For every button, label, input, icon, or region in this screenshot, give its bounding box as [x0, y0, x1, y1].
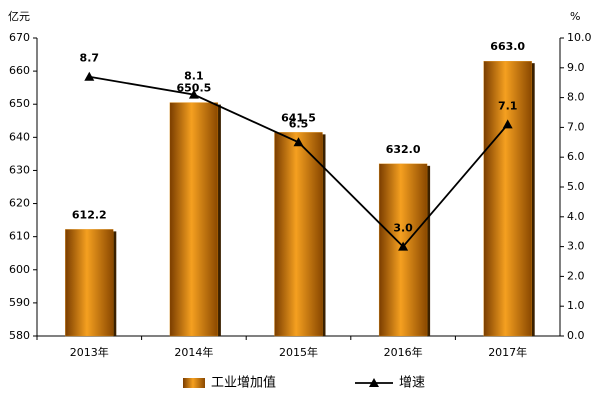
y-tick-label: 600 — [9, 263, 30, 276]
y-tick-label: 640 — [9, 130, 30, 143]
bar — [65, 229, 114, 337]
line-marker — [188, 89, 199, 99]
y-tick-label: 620 — [9, 197, 30, 210]
y-axis-label: 亿元 — [8, 10, 30, 23]
y-tick-label: 610 — [9, 230, 30, 243]
y-tick-label: 660 — [9, 64, 30, 77]
line-marker — [398, 241, 409, 251]
y-tick-label: 670 — [9, 31, 30, 44]
y-tick-label: 650 — [9, 97, 30, 110]
bar-value-label: 663.0 — [490, 40, 525, 53]
y-tick-label: 580 — [9, 329, 30, 342]
bar — [169, 102, 219, 337]
line-value-label: 6.5 — [289, 117, 309, 130]
legend-label: 工业增加值 — [211, 375, 276, 391]
bar — [274, 132, 323, 337]
legend-swatch — [183, 378, 205, 388]
y-tick-label: 630 — [9, 163, 30, 176]
y2-tick-label: 6.0 — [567, 150, 585, 163]
line-value-label: 8.7 — [80, 52, 100, 65]
bar-value-label: 612.2 — [72, 208, 107, 221]
line-marker — [502, 119, 513, 129]
y2-tick-label: 4.0 — [567, 210, 585, 223]
y2-tick-label: 7.0 — [567, 120, 585, 133]
x-tick-label: 2014年 — [174, 345, 213, 359]
line-value-label: 7.1 — [498, 99, 518, 112]
bar-value-label: 650.5 — [177, 82, 212, 95]
y2-tick-label: 3.0 — [567, 240, 585, 253]
x-tick-label: 2015年 — [279, 345, 318, 359]
y2-tick-label: 1.0 — [567, 299, 585, 312]
x-tick-label: 2016年 — [384, 345, 423, 359]
y2-tick-label: 5.0 — [567, 180, 585, 193]
line-marker — [293, 137, 304, 147]
x-tick-label: 2013年 — [70, 345, 109, 359]
y2-axis-label: % — [570, 10, 580, 23]
y2-tick-label: 8.0 — [567, 91, 585, 104]
bar-value-label: 641.5 — [281, 111, 316, 124]
y2-tick-label: 10.0 — [567, 31, 592, 44]
y2-tick-label: 9.0 — [567, 61, 585, 74]
legend-label: 增速 — [399, 376, 425, 391]
line-marker — [84, 71, 95, 81]
y2-tick-label: 0.0 — [567, 329, 585, 342]
line-value-label: 3.0 — [393, 222, 413, 235]
line-value-label: 8.1 — [184, 70, 204, 83]
legend-marker — [369, 378, 379, 387]
bar — [483, 61, 532, 337]
bar-value-label: 632.0 — [386, 143, 421, 156]
y2-tick-label: 2.0 — [567, 269, 585, 282]
y-tick-label: 590 — [9, 296, 30, 309]
x-tick-label: 2017年 — [488, 345, 527, 359]
